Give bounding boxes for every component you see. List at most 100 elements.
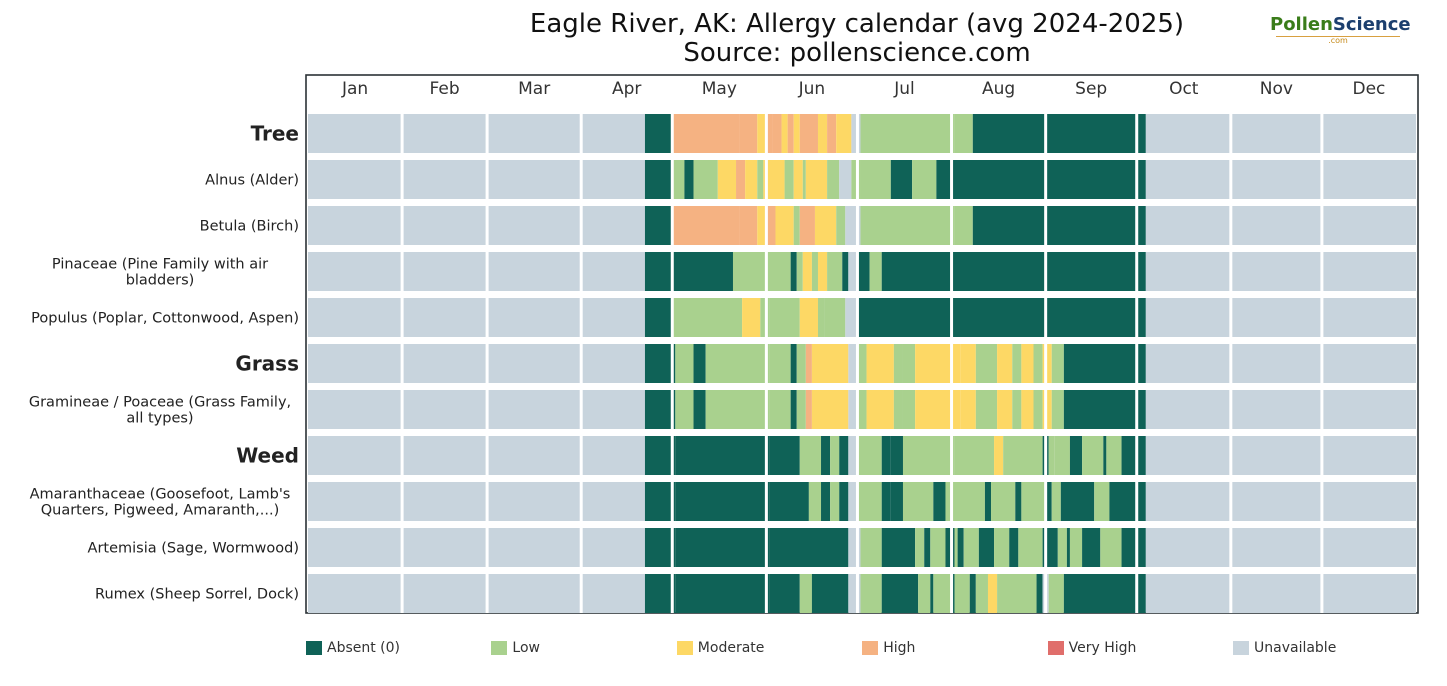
segment-high: [805, 390, 812, 429]
segment-moderate: [866, 344, 894, 383]
segment-low: [1012, 390, 1022, 429]
segment-absent: [1045, 482, 1052, 521]
segment-low: [1100, 528, 1122, 567]
segment-high: [799, 114, 818, 153]
segment-low: [830, 482, 840, 521]
segment-unavailable: [1145, 528, 1416, 567]
segment-low: [1069, 528, 1083, 567]
legend-label: Very High: [1068, 640, 1137, 656]
segment-unavailable: [308, 482, 645, 521]
segment-absent: [675, 528, 770, 567]
segment-absent: [644, 160, 673, 199]
segment-high: [827, 114, 837, 153]
segment-low: [672, 298, 743, 337]
segment-unavailable: [308, 436, 645, 475]
row-9: [308, 528, 1416, 567]
segment-absent: [644, 298, 673, 337]
month-separator-jul: [855, 114, 859, 613]
segment-low: [975, 390, 998, 429]
segment-low: [1106, 436, 1122, 475]
legend-item-low: Low: [491, 638, 540, 658]
month-separator-dec: [1320, 114, 1324, 613]
legend-swatch: [862, 641, 879, 655]
segment-high: [672, 114, 740, 153]
segment-unavailable: [1145, 298, 1416, 337]
segment-absent: [644, 528, 676, 567]
segment-low: [915, 528, 925, 567]
segment-low: [799, 574, 812, 613]
logo-part1: Pollen: [1270, 14, 1333, 35]
segment-absent: [1045, 206, 1137, 245]
month-label-jun: Jun: [798, 79, 826, 99]
segment-absent: [675, 574, 770, 613]
segment-absent: [1136, 114, 1146, 153]
segment-absent: [1063, 344, 1146, 383]
segment-unavailable: [848, 436, 858, 475]
segment-low: [766, 252, 791, 291]
segment-absent: [1109, 482, 1146, 521]
segment-low: [830, 436, 840, 475]
segment-moderate: [1021, 344, 1034, 383]
segment-low: [1054, 436, 1070, 475]
segment-moderate: [915, 390, 961, 429]
segment-low: [860, 206, 955, 245]
segment-absent: [1069, 436, 1083, 475]
month-label-feb: Feb: [430, 79, 460, 99]
segment-absent: [1045, 252, 1137, 291]
chart-subtitle-text: Source: pollenscience.com: [683, 38, 1031, 68]
segment-absent: [972, 206, 1046, 245]
legend-swatch: [491, 641, 508, 655]
segment-high: [739, 206, 758, 245]
month-label-jan: Jan: [341, 79, 368, 99]
segment-absent: [984, 482, 992, 521]
month-separator-nov: [1229, 114, 1233, 613]
row-label-4: Populus (Poplar, Cottonwood, Aspen): [31, 311, 299, 327]
segment-unavailable: [848, 482, 858, 521]
segment-absent: [933, 482, 946, 521]
segment-absent: [972, 114, 1046, 153]
logo-brand: PollenScience: [1270, 14, 1411, 36]
segment-low: [799, 436, 822, 475]
row-2: [308, 206, 1416, 245]
segment-moderate: [717, 160, 737, 199]
segment-moderate: [775, 206, 794, 245]
segment-low: [1033, 390, 1043, 429]
legend-swatch: [1047, 641, 1064, 655]
segment-unavailable: [848, 390, 858, 429]
segment-low: [705, 344, 770, 383]
segment-absent: [951, 574, 955, 613]
segment-unavailable: [1145, 160, 1416, 199]
segment-absent: [957, 528, 964, 567]
logo-part2: Science: [1332, 14, 1411, 35]
segment-low: [796, 390, 806, 429]
segment-low: [1051, 482, 1061, 521]
month-separator-mar: [485, 114, 489, 613]
legend-item-high: High: [862, 638, 915, 658]
segment-absent: [684, 160, 694, 199]
segment-low: [802, 160, 806, 199]
month-label-oct: Oct: [1169, 79, 1199, 99]
month-separator-aug: [950, 114, 954, 613]
segment-moderate: [866, 390, 894, 429]
segment-low: [975, 344, 998, 383]
segment-absent: [1103, 436, 1107, 475]
segment-high: [772, 114, 782, 153]
segment-absent: [693, 390, 706, 429]
segment-low: [893, 344, 903, 383]
legend-swatch: [306, 641, 322, 655]
segment-unavailable: [1145, 390, 1416, 429]
row-7: [308, 436, 1416, 475]
segment-absent: [842, 252, 849, 291]
segment-unavailable: [308, 252, 645, 291]
segment-absent: [969, 574, 976, 613]
month-label-jul: Jul: [893, 79, 915, 99]
segment-absent: [930, 574, 934, 613]
segment-low: [954, 114, 973, 153]
segment-low: [675, 344, 694, 383]
segment-absent: [693, 344, 706, 383]
segment-moderate: [997, 390, 1013, 429]
segment-absent: [644, 436, 676, 475]
month-separator-oct: [1135, 114, 1139, 613]
segment-moderate: [757, 114, 767, 153]
segment-low: [902, 482, 934, 521]
